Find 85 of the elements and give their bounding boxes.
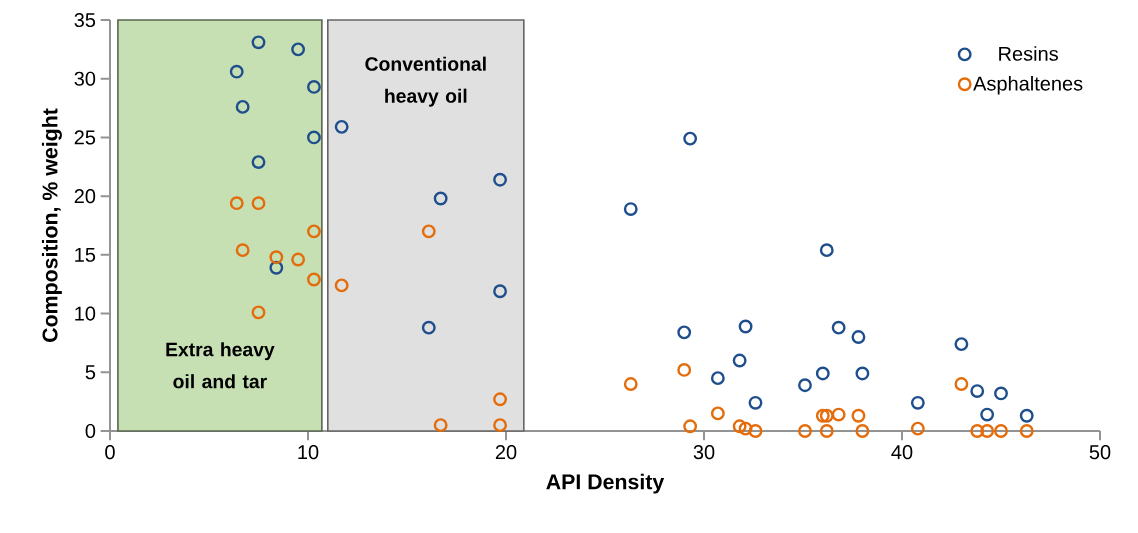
point [493, 284, 507, 299]
point [229, 64, 244, 79]
point [994, 386, 1008, 401]
band-label: Conventional heavy oil [365, 56, 486, 107]
x-tick-label: 10 [298, 445, 319, 460]
point [307, 80, 321, 94]
point [493, 172, 507, 187]
x-tick-label: 0 [105, 445, 115, 460]
point [738, 319, 753, 334]
point [910, 421, 925, 436]
point [251, 35, 266, 50]
point [251, 155, 266, 170]
point [307, 130, 321, 145]
point [980, 424, 995, 438]
point [855, 366, 870, 381]
point [421, 224, 436, 239]
point [819, 424, 834, 438]
point [980, 407, 995, 422]
legend-label: Resins [999, 46, 1058, 61]
point [493, 392, 507, 407]
point [855, 424, 870, 438]
legend-label: Asphaltenes [973, 75, 1083, 95]
y-tick-label: 35 [74, 12, 96, 28]
y-tick-label: 30 [74, 71, 96, 86]
point [748, 424, 763, 438]
point [291, 252, 306, 267]
point [819, 243, 834, 258]
point [251, 305, 266, 320]
band-label: Extra heavy oil and tar [166, 342, 275, 389]
y-tick-label: 20 [74, 189, 96, 204]
y-tick-label: 10 [75, 306, 96, 321]
point [970, 384, 985, 399]
point [229, 196, 244, 211]
point [493, 418, 507, 433]
point [235, 243, 250, 258]
y-tick-label: 0 [85, 423, 96, 439]
x-tick-label: 40 [891, 445, 913, 460]
point [623, 377, 638, 391]
point [269, 250, 284, 265]
point [831, 407, 846, 422]
point [954, 377, 969, 391]
point [683, 131, 698, 146]
point [732, 353, 747, 368]
point [235, 99, 250, 114]
point [851, 330, 866, 344]
point [334, 119, 349, 134]
y-tick-label: 15 [75, 247, 96, 262]
point [710, 406, 725, 421]
point [798, 424, 812, 438]
point [433, 191, 448, 206]
y-tick-label: 25 [74, 130, 96, 145]
point [291, 42, 306, 57]
point [748, 395, 763, 410]
point [1019, 424, 1034, 438]
point [954, 337, 969, 352]
point [910, 395, 925, 410]
point [815, 408, 830, 423]
point [831, 320, 846, 335]
point [738, 421, 753, 436]
point [307, 272, 321, 287]
point [1019, 408, 1034, 423]
x-tick-label: 20 [495, 445, 517, 460]
point [269, 260, 284, 275]
point [251, 196, 266, 211]
point [683, 419, 698, 434]
point [677, 363, 692, 377]
point [970, 424, 985, 438]
point [798, 378, 812, 393]
point [819, 408, 834, 423]
x-tick-label: 30 [693, 445, 715, 460]
x-axis-title: API Density [546, 473, 665, 494]
point [710, 371, 725, 386]
y-axis-title: Composition, % weight [41, 108, 62, 342]
point [815, 366, 830, 381]
point [732, 419, 747, 434]
y-tick-label: 5 [85, 365, 96, 380]
point [851, 408, 866, 423]
point [421, 320, 436, 335]
point [307, 224, 321, 239]
point [334, 278, 349, 293]
point [994, 424, 1008, 438]
point [433, 418, 448, 433]
x-tick-label: 50 [1089, 445, 1111, 460]
point [677, 325, 692, 340]
point [623, 202, 638, 216]
